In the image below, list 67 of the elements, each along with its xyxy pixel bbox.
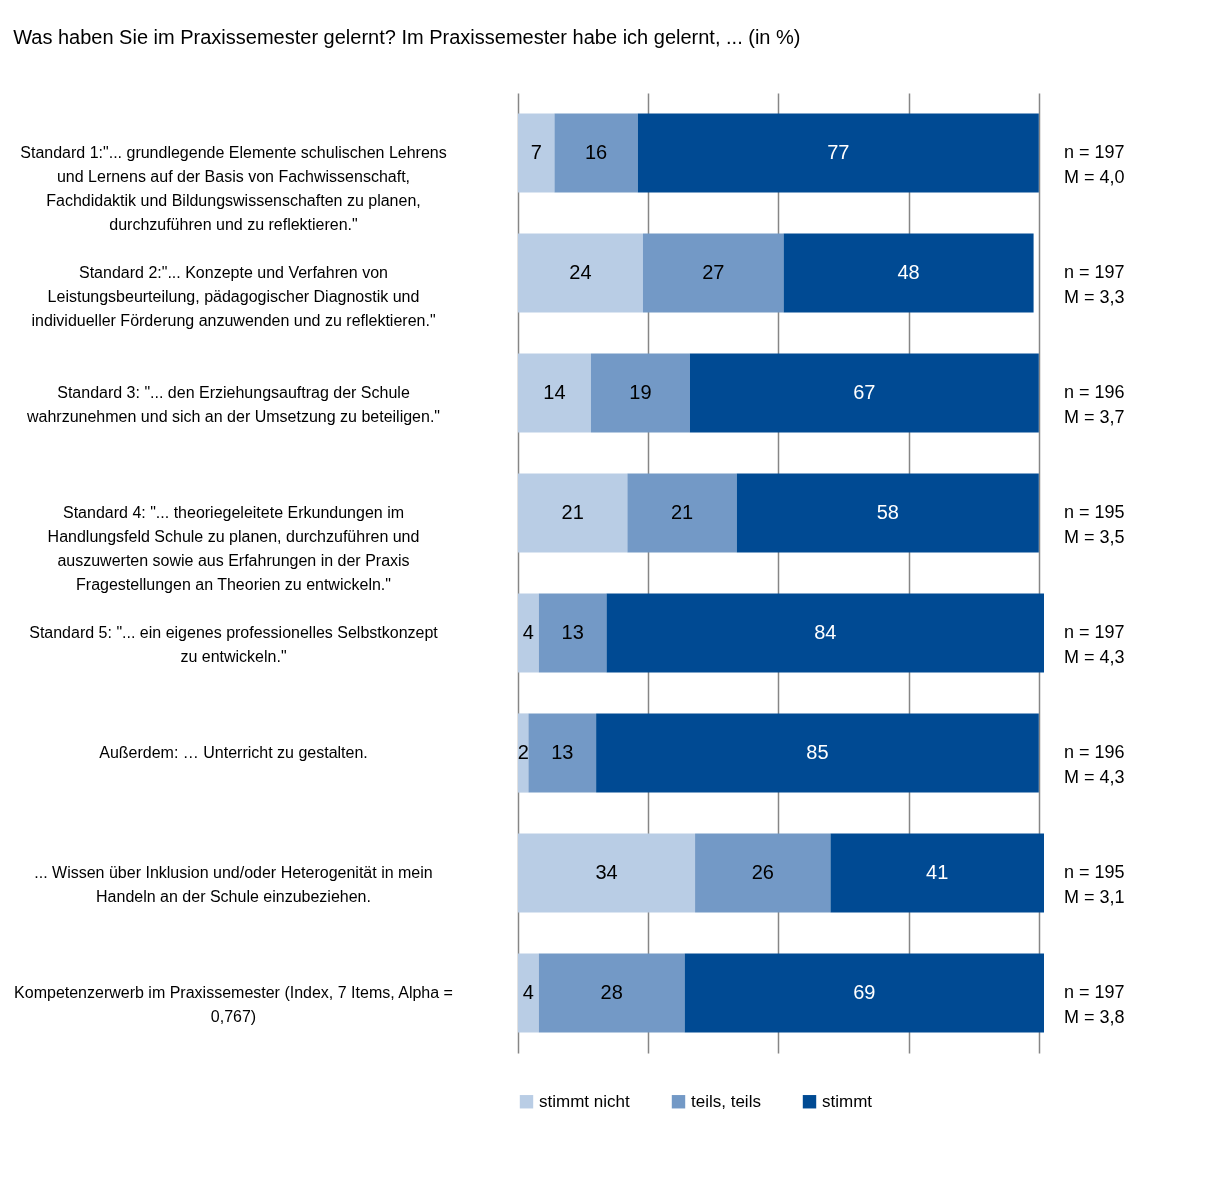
data-label: 69 xyxy=(853,981,876,1003)
data-label: 41 xyxy=(926,861,949,883)
y-tick-label: Standard 5: "... ein eigenes professionelles Selbstkonzept zu entwickeln." xyxy=(29,624,439,665)
data-label: 24 xyxy=(569,261,592,283)
bar xyxy=(695,833,831,913)
text: n = 197 M = 3,8 xyxy=(1064,982,1125,1027)
bar xyxy=(627,473,737,553)
text: n = 196 M = 3,7 xyxy=(1064,382,1125,427)
data-label: 4 xyxy=(522,621,534,643)
bar xyxy=(538,593,607,673)
data-label: 14 xyxy=(543,381,566,403)
bar xyxy=(606,593,1044,673)
bar xyxy=(637,113,1039,193)
y-tick-label: Standard 1:"... grundlegende Elemente schulischen Lehrens und Lernens auf der Basis von Fachwissenschaft, Fachdidaktik und Bildungswissenschaften zu planen, durchzuführen und zu reflektieren." xyxy=(20,144,447,233)
data-label: 4 xyxy=(522,981,534,1003)
text: n = 197 M = 4,0 xyxy=(1064,142,1125,187)
data-label: 13 xyxy=(551,741,574,763)
text: n = 197 M = 4,3 xyxy=(1064,622,1125,667)
bar xyxy=(830,833,1044,913)
bar xyxy=(684,953,1044,1033)
y-tick-label: Außerdem: … Unterricht zu gestalten. xyxy=(99,744,368,761)
data-label: 13 xyxy=(561,621,584,643)
data-label: 7 xyxy=(530,141,542,163)
bar xyxy=(783,233,1034,313)
chart-title: Was haben Sie im Praxissemester gelernt? Im Praxissemester habe ich gelernt, ... (in %) xyxy=(13,26,801,48)
bar xyxy=(518,953,539,1033)
bar xyxy=(518,233,643,313)
bar xyxy=(518,473,628,553)
data-label: 27 xyxy=(702,261,725,283)
bar xyxy=(590,353,690,433)
text: n = 195 M = 3,1 xyxy=(1064,862,1125,907)
bar xyxy=(689,353,1039,433)
bar xyxy=(596,713,1039,793)
bar xyxy=(518,593,539,673)
data-label: 16 xyxy=(584,141,608,163)
legend-label: teils, teils xyxy=(691,1091,761,1111)
data-label: 2 xyxy=(517,741,529,763)
bar xyxy=(554,113,638,193)
data-label: 19 xyxy=(629,381,652,403)
bar xyxy=(538,953,685,1033)
data-label: 26 xyxy=(751,861,774,883)
data-label: 34 xyxy=(595,861,618,883)
data-label: 28 xyxy=(600,981,623,1003)
data-label: 85 xyxy=(806,741,829,763)
y-tick-label: Kompetenzerwerb im Praxissemester (Index, 7 Items, Alpha = 0,767) xyxy=(14,984,453,1025)
data-label: 84 xyxy=(814,621,837,643)
legend-label: stimmt xyxy=(822,1091,873,1111)
text: n = 195 M = 3,5 xyxy=(1064,502,1125,547)
bar xyxy=(518,833,696,913)
data-label: 67 xyxy=(853,381,876,403)
bar xyxy=(736,473,1039,553)
bar xyxy=(642,233,784,313)
data-label: 21 xyxy=(561,501,584,523)
legend-label: stimmt nicht xyxy=(539,1091,630,1111)
bar xyxy=(518,353,591,433)
bar xyxy=(518,113,555,193)
y-tick-label: Standard 3: "... den Erziehungsauftrag der Schule wahrzunehmen und sich an der Umsetzung zu beteiligen." xyxy=(25,384,441,425)
data-label: 48 xyxy=(897,261,920,283)
data-label: 77 xyxy=(827,141,850,163)
data-label: 58 xyxy=(876,501,899,523)
y-tick-label: Standard 2:"... Konzepte und Verfahren von Leistungsbeurteilung, pädagogischer Diagnostik und individueller Förderung anzuwenden und zu reflektieren." xyxy=(31,264,436,329)
text: n = 196 M = 4,3 xyxy=(1064,742,1125,787)
bar xyxy=(528,713,597,793)
y-tick-label: ... Wissen über Inklusion und/oder Heterogenität in mein Handeln an der Schule einzubeziehen. xyxy=(34,864,433,905)
y-tick-label: Standard 4: "... theoriegeleitete Erkundungen im Handlungsfeld Schule zu planen, durchzuführen und auszuwerten sowie aus Erfahrungen in der Praxis Fragestellungen an Theorien zu entwickeln." xyxy=(47,504,420,593)
data-label: 21 xyxy=(670,501,694,523)
text: n = 197 M = 3,3 xyxy=(1064,262,1125,307)
